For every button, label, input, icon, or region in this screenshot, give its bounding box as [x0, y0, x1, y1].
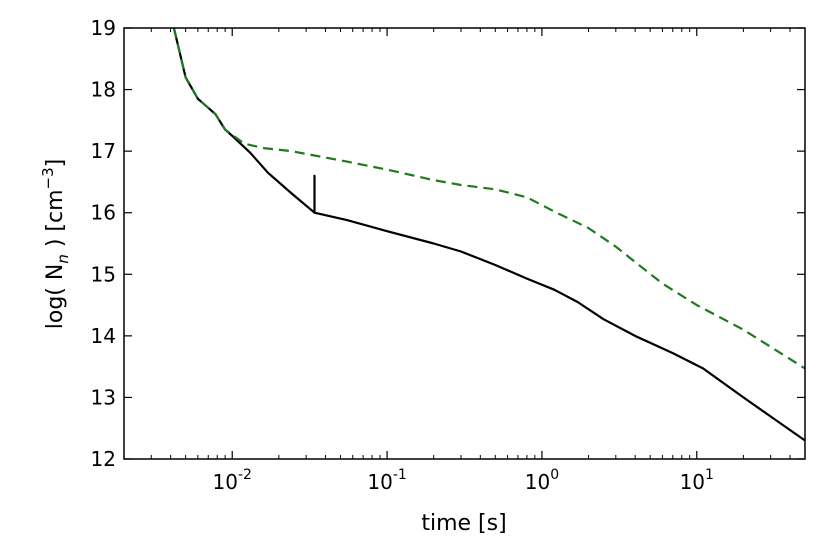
y-tick-label: 14	[91, 324, 116, 348]
y-tick-label: 13	[91, 385, 116, 409]
x-axis-label: time [s]	[421, 511, 506, 536]
y-label-superscript: −3	[39, 167, 57, 189]
y-label-prefix: log( N	[43, 264, 68, 330]
x-tick-label: 101	[680, 467, 714, 494]
y-tick-label: 17	[91, 139, 116, 163]
y-label-subscript: n	[54, 254, 72, 264]
series-layer	[172, 27, 806, 442]
x-tick-label: 100	[525, 467, 559, 494]
y-axis-label: log( Nn ) [cm−3]	[39, 159, 72, 330]
x-tick-label: 10-2	[213, 467, 252, 494]
plot-background	[124, 28, 805, 459]
y-tick-label: 19	[91, 16, 116, 40]
y-tick-label: 18	[91, 78, 116, 102]
plot-frame	[123, 27, 806, 460]
x-tick-label: 10-1	[367, 467, 406, 494]
series-line-2	[172, 27, 806, 370]
y-tick-label: 15	[91, 262, 116, 286]
y-label-suffix: ]	[43, 159, 68, 168]
y-label-middle: ) [cm	[43, 189, 68, 254]
y-tick-label: 12	[91, 447, 116, 471]
tick-layer: 10-2 10-1 100 101 12 13 14 15 16 17 18 19	[91, 16, 806, 494]
y-tick-label: 16	[91, 201, 116, 225]
